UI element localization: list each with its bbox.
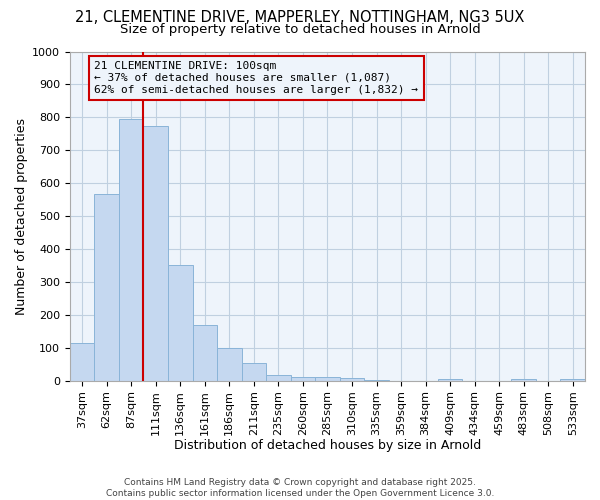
Bar [94, 194, 119, 380]
Bar [70, 344, 94, 380]
Text: 21, CLEMENTINE DRIVE, MAPPERLEY, NOTTINGHAM, NG3 5UX: 21, CLEMENTINE DRIVE, MAPPERLEY, NOTTING… [76, 10, 524, 25]
Bar [217, 348, 242, 380]
Bar [340, 378, 364, 380]
Y-axis label: Number of detached properties: Number of detached properties [15, 118, 28, 314]
Text: 21 CLEMENTINE DRIVE: 100sqm
← 37% of detached houses are smaller (1,087)
62% of : 21 CLEMENTINE DRIVE: 100sqm ← 37% of det… [94, 62, 418, 94]
Bar [119, 119, 143, 380]
Bar [193, 326, 217, 380]
Text: Size of property relative to detached houses in Arnold: Size of property relative to detached ho… [119, 22, 481, 36]
Text: Contains HM Land Registry data © Crown copyright and database right 2025.
Contai: Contains HM Land Registry data © Crown c… [106, 478, 494, 498]
Bar [242, 362, 266, 380]
Bar [266, 376, 290, 380]
Bar [290, 376, 315, 380]
Bar [143, 126, 168, 380]
Bar [168, 266, 193, 380]
X-axis label: Distribution of detached houses by size in Arnold: Distribution of detached houses by size … [174, 440, 481, 452]
Bar [315, 378, 340, 380]
